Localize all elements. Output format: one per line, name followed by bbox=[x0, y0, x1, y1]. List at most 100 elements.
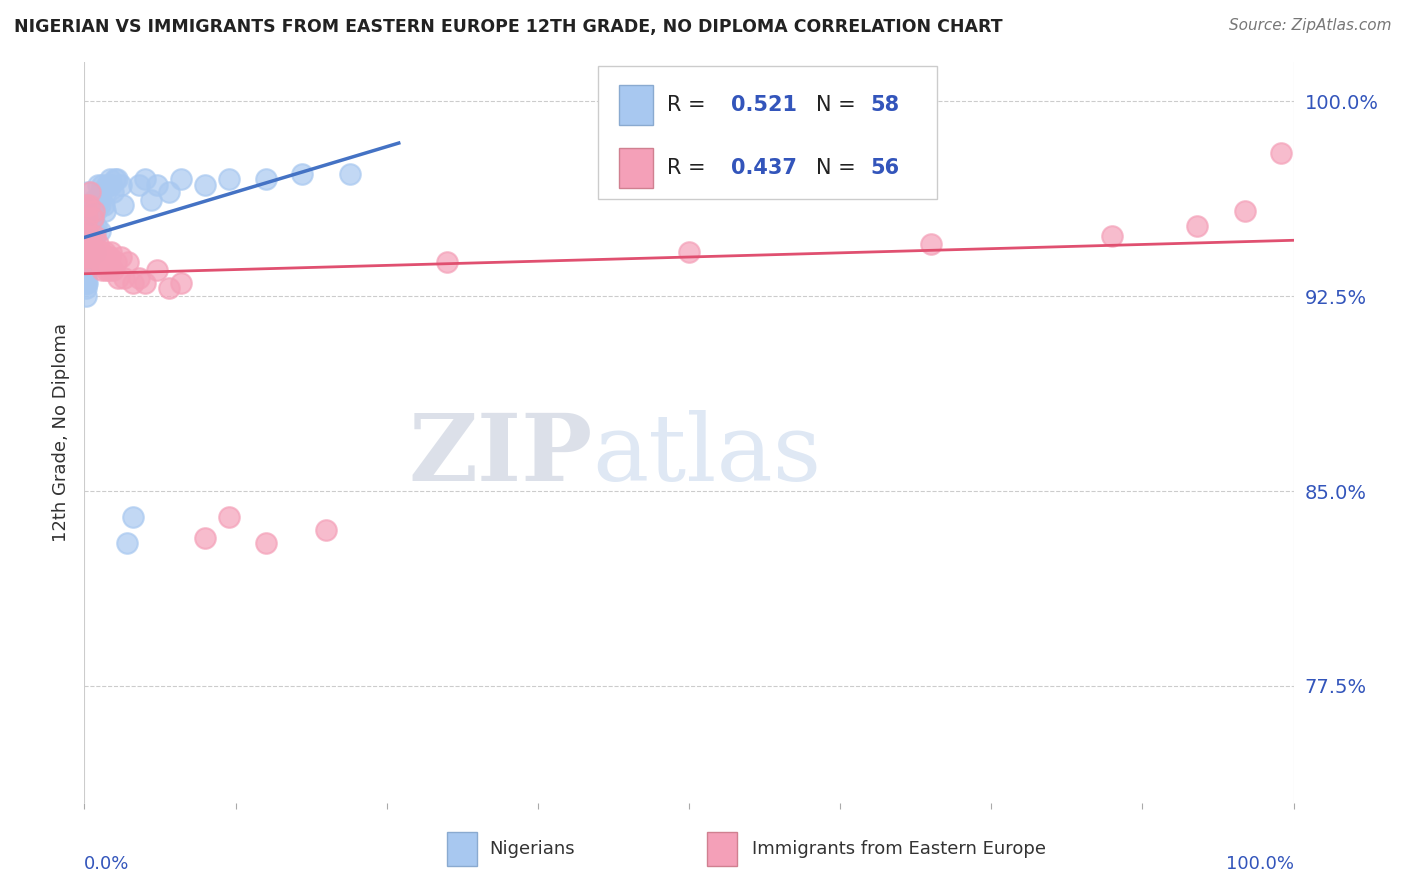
Point bbox=[93, 250, 115, 264]
Text: 58: 58 bbox=[870, 95, 900, 115]
Text: Immigrants from Eastern Europe: Immigrants from Eastern Europe bbox=[752, 839, 1046, 858]
Point bbox=[80, 229, 103, 244]
Point bbox=[96, 178, 118, 192]
Text: 0.521: 0.521 bbox=[731, 95, 797, 115]
Point bbox=[91, 263, 114, 277]
Point bbox=[115, 536, 138, 550]
Point bbox=[254, 536, 277, 550]
Point bbox=[76, 211, 98, 226]
Point bbox=[98, 250, 121, 264]
Text: NIGERIAN VS IMMIGRANTS FROM EASTERN EUROPE 12TH GRADE, NO DIPLOMA CORRELATION CH: NIGERIAN VS IMMIGRANTS FROM EASTERN EURO… bbox=[14, 18, 1002, 36]
Text: atlas: atlas bbox=[592, 409, 821, 500]
Text: N =: N = bbox=[815, 158, 862, 178]
Point bbox=[77, 237, 100, 252]
Point bbox=[194, 531, 217, 545]
Point bbox=[77, 224, 100, 238]
Point bbox=[75, 198, 97, 212]
Point bbox=[146, 263, 169, 277]
Point bbox=[112, 198, 135, 212]
Point bbox=[82, 211, 104, 226]
Text: 0.437: 0.437 bbox=[731, 158, 797, 178]
Point bbox=[112, 271, 135, 285]
Point bbox=[134, 277, 156, 291]
Point bbox=[94, 245, 117, 260]
Text: N =: N = bbox=[815, 95, 862, 115]
Point bbox=[146, 178, 169, 192]
Text: 56: 56 bbox=[870, 158, 900, 178]
Point bbox=[98, 172, 121, 186]
Point bbox=[157, 281, 180, 295]
Text: R =: R = bbox=[668, 95, 713, 115]
Point bbox=[79, 245, 101, 260]
Text: Nigerians: Nigerians bbox=[489, 839, 575, 858]
Point bbox=[76, 229, 98, 244]
Point bbox=[339, 167, 361, 181]
Point bbox=[76, 250, 98, 264]
Point bbox=[117, 255, 139, 269]
Point bbox=[77, 250, 100, 264]
Point bbox=[83, 203, 105, 218]
Point bbox=[84, 250, 107, 264]
Point bbox=[103, 263, 125, 277]
Point bbox=[83, 245, 105, 260]
Text: ZIP: ZIP bbox=[408, 409, 592, 500]
FancyBboxPatch shape bbox=[599, 66, 936, 200]
Y-axis label: 12th Grade, No Diploma: 12th Grade, No Diploma bbox=[52, 323, 70, 542]
Point bbox=[77, 250, 100, 264]
Text: R =: R = bbox=[668, 158, 713, 178]
Text: 0.0%: 0.0% bbox=[84, 855, 129, 872]
Point bbox=[84, 224, 107, 238]
Point bbox=[97, 263, 120, 277]
Point bbox=[170, 172, 193, 186]
Point bbox=[76, 263, 98, 277]
Point bbox=[77, 237, 100, 252]
Point bbox=[128, 178, 150, 192]
Point bbox=[83, 203, 105, 218]
Point bbox=[110, 178, 132, 192]
Point bbox=[110, 250, 132, 264]
Point bbox=[100, 178, 122, 192]
Point bbox=[80, 203, 103, 218]
Point bbox=[103, 186, 125, 200]
Point bbox=[254, 172, 277, 186]
Point bbox=[157, 186, 180, 200]
Point bbox=[104, 172, 127, 186]
Point bbox=[134, 172, 156, 186]
Point bbox=[94, 186, 117, 200]
Point bbox=[80, 245, 103, 260]
Point bbox=[82, 250, 104, 264]
Point bbox=[77, 198, 100, 212]
Point bbox=[75, 250, 97, 264]
Text: 100.0%: 100.0% bbox=[1226, 855, 1294, 872]
Point bbox=[84, 245, 107, 260]
Point bbox=[76, 255, 98, 269]
Point bbox=[920, 237, 942, 252]
Point bbox=[84, 229, 107, 244]
Point bbox=[75, 277, 97, 291]
Point bbox=[86, 237, 108, 252]
Point bbox=[82, 229, 104, 244]
Text: Source: ZipAtlas.com: Source: ZipAtlas.com bbox=[1229, 18, 1392, 33]
Point bbox=[194, 178, 217, 192]
Point bbox=[86, 203, 108, 218]
Point bbox=[105, 172, 128, 186]
Point bbox=[218, 172, 240, 186]
Point bbox=[87, 250, 110, 264]
Point bbox=[90, 245, 112, 260]
Point bbox=[77, 237, 100, 252]
Point bbox=[315, 523, 337, 537]
Point bbox=[1270, 146, 1292, 161]
Point bbox=[80, 237, 103, 252]
Point bbox=[104, 255, 127, 269]
Point bbox=[86, 178, 108, 192]
Point bbox=[139, 193, 162, 207]
Point bbox=[1234, 203, 1257, 218]
Point bbox=[93, 198, 115, 212]
Point bbox=[96, 250, 118, 264]
Point bbox=[128, 271, 150, 285]
Bar bbox=[619, 85, 652, 126]
Point bbox=[82, 211, 104, 226]
Point bbox=[107, 271, 129, 285]
Point bbox=[75, 281, 97, 295]
Point bbox=[89, 224, 111, 238]
